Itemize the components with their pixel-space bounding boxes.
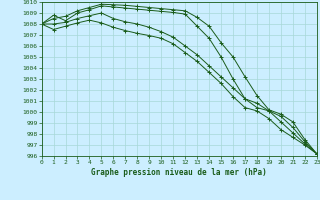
X-axis label: Graphe pression niveau de la mer (hPa): Graphe pression niveau de la mer (hPa) <box>91 168 267 177</box>
